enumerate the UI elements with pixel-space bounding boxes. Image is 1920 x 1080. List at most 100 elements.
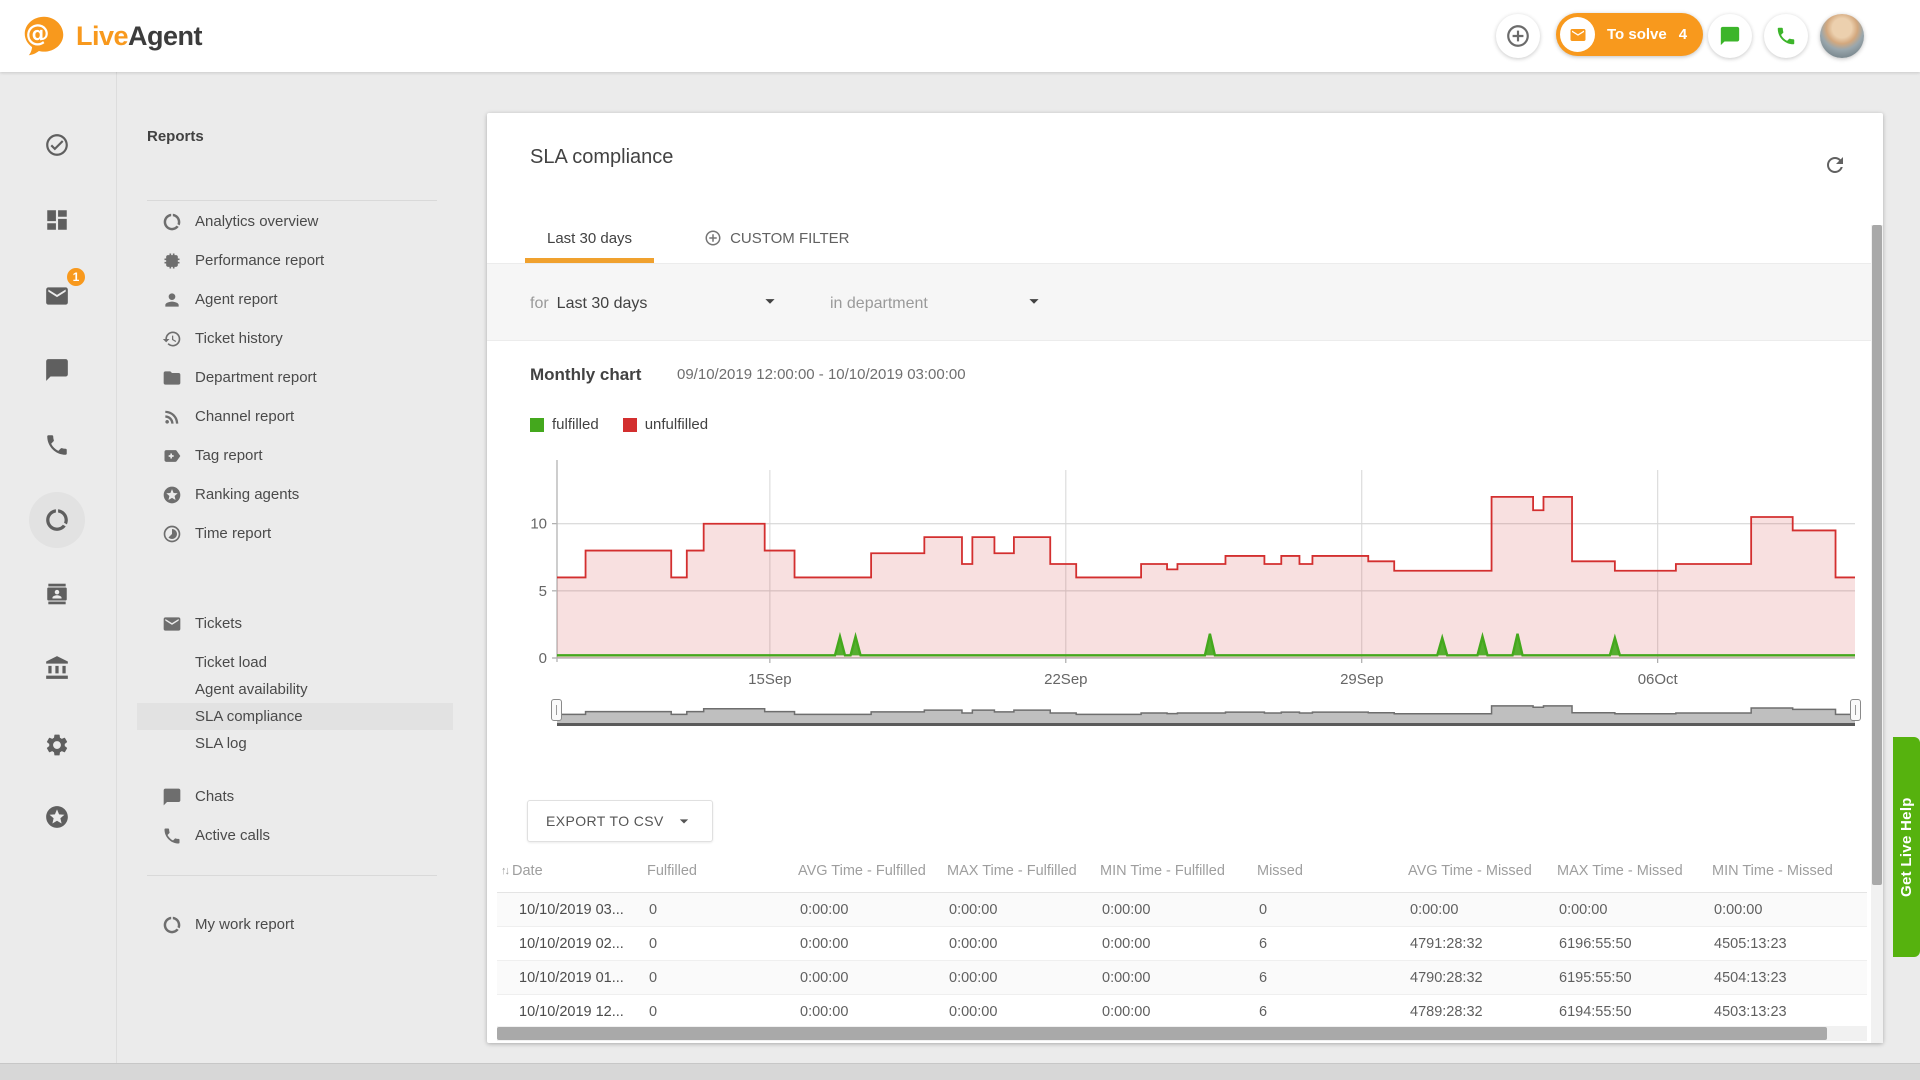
time-range-dropdown[interactable]: for Last 30 days <box>530 290 781 317</box>
rail-chats-button[interactable] <box>37 350 77 390</box>
tab-custom-filter[interactable]: CUSTOM FILTER <box>682 213 871 263</box>
legend-item-fulfilled[interactable]: fulfilled <box>530 416 599 433</box>
table-header-row: ↑↓ Date Fulfilled AVG Time - Fulfilled M… <box>497 849 1867 893</box>
loader-icon <box>161 211 183 233</box>
column-header-max-fulfilled[interactable]: MAX Time - Fulfilled <box>945 863 1098 879</box>
sort-icon: ↑↓ <box>501 865 508 877</box>
nav-item-tag-report[interactable]: Tag report <box>117 436 455 475</box>
horizontal-scrollbar[interactable] <box>497 1026 1867 1041</box>
column-header-missed[interactable]: Missed <box>1255 863 1406 879</box>
rail-settings-button[interactable] <box>37 725 77 765</box>
add-new-button[interactable] <box>1496 14 1540 58</box>
rail-tasks-button[interactable] <box>37 125 77 165</box>
calls-header-button[interactable] <box>1764 14 1808 58</box>
column-header-min-missed[interactable]: MIN Time - Missed <box>1710 863 1867 879</box>
table-cell: 0:00:00 <box>796 970 945 986</box>
table-cell: 10/10/2019 03... <box>497 902 645 918</box>
table-row[interactable]: 10/10/2019 01...00:00:000:00:000:00:0064… <box>497 961 1867 995</box>
column-header-fulfilled[interactable]: Fulfilled <box>645 863 796 879</box>
nav-subitem-agent-availability[interactable]: Agent availability <box>117 676 455 703</box>
tag-icon <box>161 445 183 467</box>
chart-range-minimap[interactable] <box>557 697 1855 727</box>
tab-bar: Last 30 days CUSTOM FILTER <box>525 213 872 263</box>
svg-text:10: 10 <box>530 516 547 533</box>
table-cell: 0:00:00 <box>1098 902 1255 918</box>
tab-last-30-days[interactable]: Last 30 days <box>525 213 654 263</box>
table-cell: 10/10/2019 12... <box>497 1004 645 1020</box>
svg-text:@: @ <box>26 20 50 48</box>
nav-subitem-label: Ticket load <box>195 654 267 671</box>
top-header: @ LiveAgent To solve 4 <box>0 0 1920 72</box>
sla-table-body: 10/10/2019 03...00:00:000:00:000:00:0000… <box>497 893 1867 1029</box>
nav-subitem-sla-compliance[interactable]: SLA compliance <box>137 703 453 730</box>
chats-header-button[interactable] <box>1708 14 1752 58</box>
nav-item-department-report[interactable]: Department report <box>117 358 455 397</box>
legend-label: fulfilled <box>552 416 599 433</box>
to-solve-label: To solve <box>1607 26 1667 43</box>
nav-item-ranking-agents[interactable]: Ranking agents <box>117 475 455 514</box>
nav-item-label: Agent report <box>195 291 278 308</box>
refresh-button[interactable] <box>1821 151 1849 179</box>
star-circle-icon <box>44 804 70 830</box>
legend-item-unfulfilled[interactable]: unfulfilled <box>623 416 708 433</box>
column-header-date[interactable]: ↑↓ Date <box>497 863 645 879</box>
nav-section-chats[interactable]: Chats <box>117 777 455 816</box>
column-header-avg-fulfilled[interactable]: AVG Time - Fulfilled <box>796 863 945 879</box>
rail-tickets-button[interactable]: 1 <box>37 276 77 316</box>
chart-svg: 051015Sep22Sep29Sep06Oct <box>515 453 1865 693</box>
nav-item-channel-report[interactable]: Channel report <box>117 397 455 436</box>
table-cell: 0:00:00 <box>1406 902 1555 918</box>
minimap-handle-right[interactable] <box>1850 699 1861 721</box>
nav-item-label: Department report <box>195 369 317 386</box>
nav-section-active-calls[interactable]: Active calls <box>117 816 455 855</box>
rail-reports-button[interactable] <box>37 500 77 540</box>
rail-dashboard-button[interactable] <box>37 200 77 240</box>
table-row[interactable]: 10/10/2019 03...00:00:000:00:000:00:0000… <box>497 893 1867 927</box>
folder-icon <box>161 367 183 389</box>
nav-item-ticket-history[interactable]: Ticket history <box>117 319 455 358</box>
rail-customers-button[interactable] <box>37 574 77 614</box>
rail-gamification-button[interactable] <box>37 797 77 837</box>
nav-my-work-report-label: My work report <box>195 916 294 933</box>
chevron-down-icon <box>674 811 694 831</box>
svg-text:15Sep: 15Sep <box>748 671 791 688</box>
envelope-icon <box>161 613 183 635</box>
page-bottom-edge <box>0 1063 1920 1080</box>
column-header-min-fulfilled[interactable]: MIN Time - Fulfilled <box>1098 863 1255 879</box>
vertical-scrollbar[interactable] <box>1871 225 1883 1043</box>
table-cell: 0:00:00 <box>945 970 1098 986</box>
nav-item-agent-report[interactable]: Agent report <box>117 280 455 319</box>
rail-billing-button[interactable] <box>37 648 77 688</box>
rail-calls-button[interactable] <box>37 425 77 465</box>
nav-item-analytics-overview[interactable]: Analytics overview <box>117 202 455 241</box>
nav-subitem-sla-log[interactable]: SLA log <box>117 730 455 757</box>
chevron-down-icon <box>759 290 781 317</box>
department-dropdown[interactable]: in department <box>830 290 1045 317</box>
table-row[interactable]: 10/10/2019 02...00:00:000:00:000:00:0064… <box>497 927 1867 961</box>
svg-text:06Oct: 06Oct <box>1638 671 1679 688</box>
export-to-csv-button[interactable]: EXPORT TO CSV <box>527 800 713 842</box>
nav-item-performance-report[interactable]: Performance report <box>117 241 455 280</box>
minimap-handle-left[interactable] <box>551 699 562 721</box>
nav-item-time-report[interactable]: Time report <box>117 514 455 553</box>
nav-divider <box>147 875 437 876</box>
vertical-scrollbar-thumb[interactable] <box>1872 225 1882 885</box>
column-header-max-missed[interactable]: MAX Time - Missed <box>1555 863 1710 879</box>
to-solve-button[interactable]: To solve 4 <box>1556 13 1703 56</box>
table-row[interactable]: 10/10/2019 12...00:00:000:00:000:00:0064… <box>497 995 1867 1029</box>
nav-my-work-report[interactable]: My work report <box>117 905 455 944</box>
column-header-avg-missed[interactable]: AVG Time - Missed <box>1406 863 1555 879</box>
user-avatar[interactable] <box>1820 14 1864 58</box>
svg-text:5: 5 <box>539 583 547 600</box>
nav-divider <box>147 200 437 201</box>
nav-section-tickets[interactable]: Tickets <box>117 604 455 643</box>
table-cell: 0 <box>645 1004 796 1020</box>
nav-subitem-ticket-load[interactable]: Ticket load <box>117 649 455 676</box>
nav-subitem-label: Agent availability <box>195 681 308 698</box>
check-circle-icon <box>44 132 70 158</box>
nav-item-label: Ticket history <box>195 330 283 347</box>
nav-item-label: Analytics overview <box>195 213 318 230</box>
liveagent-logo[interactable]: @ LiveAgent <box>22 14 202 58</box>
get-live-help-tab[interactable]: Get Live Help <box>1893 737 1920 957</box>
horizontal-scrollbar-thumb[interactable] <box>497 1027 1827 1040</box>
